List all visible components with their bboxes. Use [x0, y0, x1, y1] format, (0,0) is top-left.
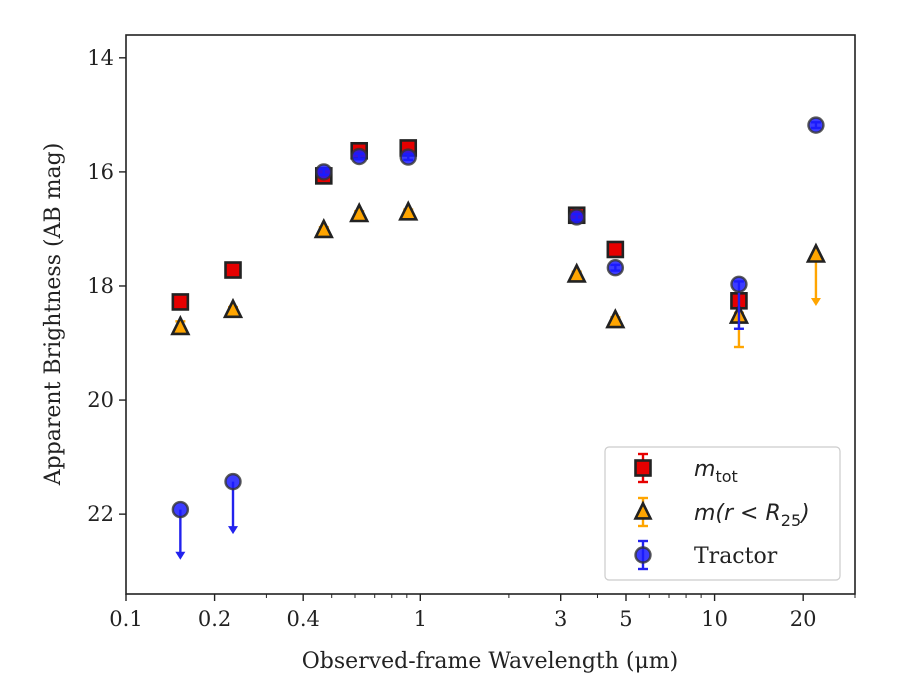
data-point	[566, 262, 587, 283]
legend-marker	[634, 459, 652, 477]
x-tick-label: 0.1	[109, 607, 142, 631]
data-point	[171, 500, 190, 519]
data-point	[349, 201, 370, 223]
legend-label: Tractor	[694, 544, 778, 569]
data-point	[807, 116, 825, 134]
data-point	[606, 240, 625, 259]
data-marks	[170, 116, 827, 560]
data-point	[605, 308, 626, 329]
data-point	[350, 147, 368, 166]
data-point	[606, 259, 625, 277]
upper-limit-arrowhead	[228, 526, 239, 535]
data-point	[568, 208, 586, 226]
data-point	[224, 472, 242, 491]
axis-ticks: 0.1 0.2 0.4 1 3 5 10 20 14 16 18 20 22	[87, 46, 856, 631]
data-point	[805, 242, 827, 263]
y-tick-label: 18	[87, 274, 114, 298]
legend-marker	[633, 500, 653, 520]
x-axis-title: Observed-frame Wavelength (μm)	[302, 649, 678, 674]
data-point	[730, 275, 748, 293]
upper-limit-arrowhead	[810, 297, 821, 306]
data-point	[222, 297, 244, 319]
legend: mtot m(r < R25) Tractor	[604, 446, 841, 581]
legend-label: m(r < R25)	[694, 501, 810, 530]
data-point	[313, 217, 334, 239]
x-tick-label: 0.2	[198, 607, 231, 631]
x-tick-label: 5	[619, 607, 632, 631]
data-point	[171, 293, 190, 311]
data-point	[224, 261, 242, 279]
x-tick-label: 10	[701, 607, 728, 631]
x-tick-label: 3	[554, 607, 567, 631]
y-tick-label: 14	[87, 46, 114, 70]
x-tick-label: 20	[790, 607, 817, 631]
legend-label: mtot	[694, 457, 738, 486]
series-circle	[171, 116, 825, 560]
data-point	[170, 314, 191, 336]
data-point	[315, 163, 333, 181]
legend-marker	[634, 546, 652, 564]
legend-box	[604, 446, 841, 581]
x-tick-label: 1	[414, 607, 427, 631]
upper-limit-arrowhead	[175, 551, 186, 560]
plot-frame	[125, 34, 856, 595]
y-tick-label: 20	[87, 388, 114, 412]
data-point	[399, 148, 417, 166]
y-tick-label: 16	[87, 160, 114, 184]
y-tick-label: 22	[87, 502, 114, 526]
data-point	[398, 200, 419, 221]
y-axis-title: Apparent Brightness (AB mag)	[41, 143, 66, 487]
x-tick-label: 0.4	[286, 607, 319, 631]
